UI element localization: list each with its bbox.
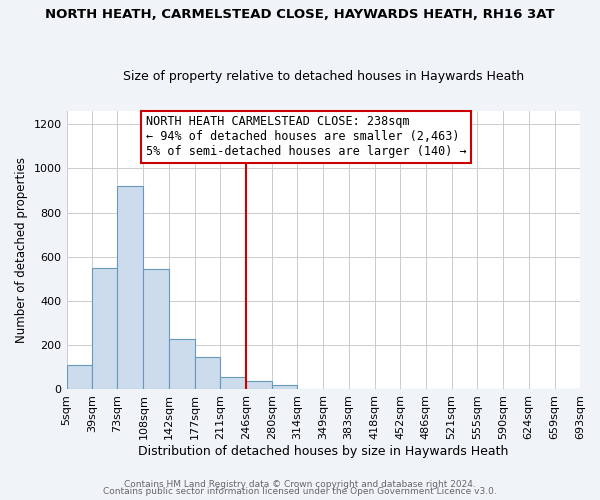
Bar	[67, 365, 92, 389]
Text: NORTH HEATH, CARMELSTEAD CLOSE, HAYWARDS HEATH, RH16 3AT: NORTH HEATH, CARMELSTEAD CLOSE, HAYWARDS…	[45, 8, 555, 20]
Text: Contains HM Land Registry data © Crown copyright and database right 2024.: Contains HM Land Registry data © Crown c…	[124, 480, 476, 489]
Bar	[195, 357, 220, 389]
Text: NORTH HEATH CARMELSTEAD CLOSE: 238sqm
← 94% of detached houses are smaller (2,46: NORTH HEATH CARMELSTEAD CLOSE: 238sqm ← …	[146, 115, 467, 158]
Bar	[117, 186, 143, 389]
Bar	[169, 340, 195, 389]
Y-axis label: Number of detached properties: Number of detached properties	[15, 157, 28, 343]
Title: Size of property relative to detached houses in Haywards Heath: Size of property relative to detached ho…	[123, 70, 524, 84]
Text: Contains public sector information licensed under the Open Government Licence v3: Contains public sector information licen…	[103, 488, 497, 496]
X-axis label: Distribution of detached houses by size in Haywards Heath: Distribution of detached houses by size …	[138, 444, 508, 458]
Bar	[247, 382, 272, 389]
Bar	[92, 268, 117, 389]
Bar	[220, 377, 247, 389]
Bar	[143, 269, 169, 389]
Bar	[272, 384, 297, 389]
